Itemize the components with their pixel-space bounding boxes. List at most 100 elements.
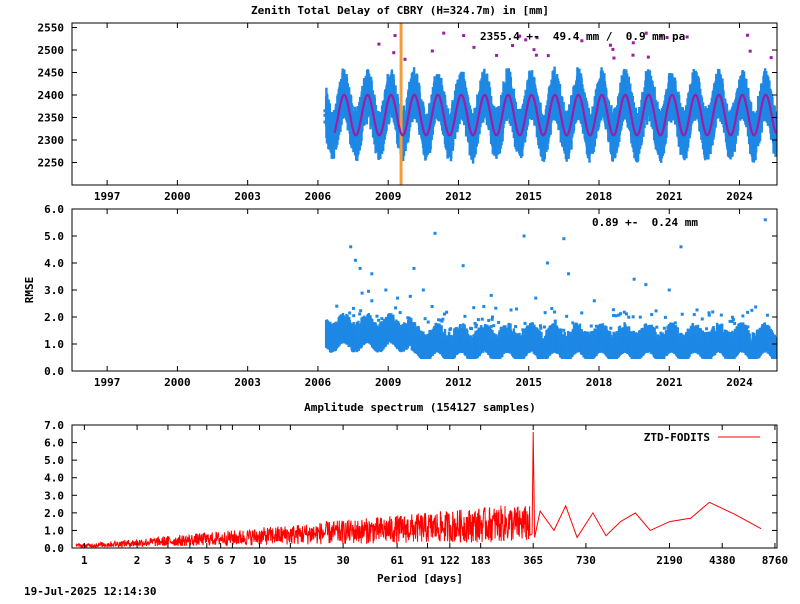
rmse-outlier xyxy=(461,264,465,268)
spectrum-x-tick-label: 8760 xyxy=(762,554,789,567)
rmse-scatter-point xyxy=(553,319,557,323)
rmse-x-tick-label: 2024 xyxy=(726,376,753,389)
spectrum-x-tick-label: 2190 xyxy=(656,554,683,567)
rmse-scatter-point xyxy=(440,319,444,323)
rmse-outlier xyxy=(534,296,538,300)
ztd-model-fit-line xyxy=(333,93,777,137)
rmse-scatter-point xyxy=(411,322,415,326)
rmse-y-tick-label: 6.0 xyxy=(44,203,64,216)
ztd-outlier xyxy=(608,43,612,47)
ztd-outlier xyxy=(769,56,773,60)
spectrum-y-tick-label: 7.0 xyxy=(44,419,64,432)
rmse-scatter-point xyxy=(711,310,715,314)
ztd-y-tick-label: 2550 xyxy=(38,22,65,35)
rmse-y-tick-label: 3.0 xyxy=(44,284,64,297)
ztd-outlier xyxy=(377,42,381,46)
rmse-scatter-point xyxy=(663,315,667,319)
rmse-scatter-point xyxy=(737,323,741,327)
ztd-y-tick-label: 2300 xyxy=(38,134,65,147)
rmse-scatter-point xyxy=(538,324,542,328)
rmse-scatter-point xyxy=(523,321,527,325)
rmse-outlier xyxy=(667,288,671,292)
rmse-scatter-point xyxy=(673,321,677,325)
ztd-outlier xyxy=(644,31,648,35)
rmse-scatter-point xyxy=(339,317,343,321)
rmse-scatter-point xyxy=(375,314,379,318)
rmse-outlier xyxy=(433,231,437,235)
rmse-outlier xyxy=(679,245,683,249)
rmse-scatter-point xyxy=(705,327,709,331)
rmse-scatter-point xyxy=(406,316,410,320)
ztd-early-point xyxy=(323,120,327,124)
ztd-x-tick-label: 2024 xyxy=(726,190,753,203)
rmse-scatter-point xyxy=(489,325,493,329)
spectrum-x-tick-label: 5 xyxy=(203,554,210,567)
spectrum-y-tick-label: 6.0 xyxy=(44,437,64,450)
rmse-scatter-point xyxy=(580,311,584,315)
spectrum-x-tick-label: 4380 xyxy=(709,554,736,567)
rmse-outlier xyxy=(632,277,636,281)
ztd-y-tick-label: 2500 xyxy=(38,44,65,57)
ztd-outlier xyxy=(518,34,522,38)
rmse-y-tick-label: 1.0 xyxy=(44,338,64,351)
ztd-outlier xyxy=(495,53,499,57)
ztd-x-tick-label: 2015 xyxy=(515,190,542,203)
rmse-scatter-point xyxy=(562,328,566,332)
spectrum-y-tick-label: 1.0 xyxy=(44,524,64,537)
spectrum-axes: 1 2 3 4 5 6 7 10 15 30 61 91 122 183 365 730 2190 4380 876… xyxy=(44,419,788,567)
rmse-scatter-point xyxy=(750,308,754,312)
rmse-scatter-point xyxy=(360,291,364,295)
rmse-scatter-point xyxy=(515,307,519,311)
ztd-x-tick-label: 2018 xyxy=(586,190,613,203)
rmse-scatter-point xyxy=(482,304,486,308)
ztd-outlier xyxy=(462,33,466,37)
rmse-x-tick-label: 1997 xyxy=(94,376,121,389)
rmse-scatter-point xyxy=(654,309,658,313)
rmse-scatter-point xyxy=(335,304,339,308)
rmse-scatter-point xyxy=(731,318,735,322)
rmse-scatter-point xyxy=(509,308,513,312)
ztd-outlier xyxy=(611,47,615,51)
spectrum-x-tick-label: 1 xyxy=(81,554,88,567)
rmse-x-tick-label: 2000 xyxy=(164,376,191,389)
ztd-outlier xyxy=(659,34,663,38)
rmse-scatter-point xyxy=(492,324,496,328)
ztd-outlier xyxy=(511,44,515,48)
rmse-scatter-point xyxy=(754,305,758,309)
rmse-scatter-point xyxy=(474,325,478,329)
rmse-outlier xyxy=(396,296,400,300)
ztd-y-tick-label: 2450 xyxy=(38,67,65,80)
rmse-y-tick-label: 4.0 xyxy=(44,257,64,270)
rmse-y-axis-label: RMSE xyxy=(23,277,36,304)
rmse-outlier xyxy=(522,234,526,238)
spectrum-x-tick-label: 30 xyxy=(336,554,349,567)
rmse-scatter-point xyxy=(370,299,374,303)
rmse-outlier xyxy=(370,272,374,276)
ztd-axes: 1997 2000 2003 2006 2009 2012 2015 2018 2021 2024… xyxy=(38,22,777,203)
rmse-scatter-point xyxy=(490,315,494,319)
ztd-outlier xyxy=(532,48,536,52)
rmse-scatter-point xyxy=(351,306,355,310)
rmse-scatter-point xyxy=(367,289,371,293)
ztd-outlier xyxy=(472,45,476,49)
spectrum-x-tick-label: 3 xyxy=(165,554,172,567)
rmse-scatter-point xyxy=(352,314,356,318)
rmse-scatter-point xyxy=(645,326,649,330)
ztd-outlier xyxy=(580,39,584,43)
spectrum-x-tick-label: 91 xyxy=(421,554,435,567)
rmse-scatter-point xyxy=(494,306,498,310)
rmse-scatter-point xyxy=(368,325,372,329)
rmse-scatter-point xyxy=(741,314,745,318)
ztd-outlier xyxy=(631,41,635,45)
rmse-scatter-point xyxy=(344,323,348,327)
ztd-outlier xyxy=(392,51,396,55)
rmse-scatter-point xyxy=(638,315,642,319)
ztd-chart-title: Zenith Total Delay of CBRY (H=324.7m) in… xyxy=(251,4,549,17)
ztd-outlier xyxy=(612,56,616,60)
spectrum-y-tick-label: 3.0 xyxy=(44,489,64,502)
spectrum-data-layer xyxy=(75,431,762,549)
rmse-scatter-point xyxy=(349,323,353,327)
rmse-scatter-point xyxy=(728,319,732,323)
spectrum-x-tick-label: 6 xyxy=(217,554,224,567)
